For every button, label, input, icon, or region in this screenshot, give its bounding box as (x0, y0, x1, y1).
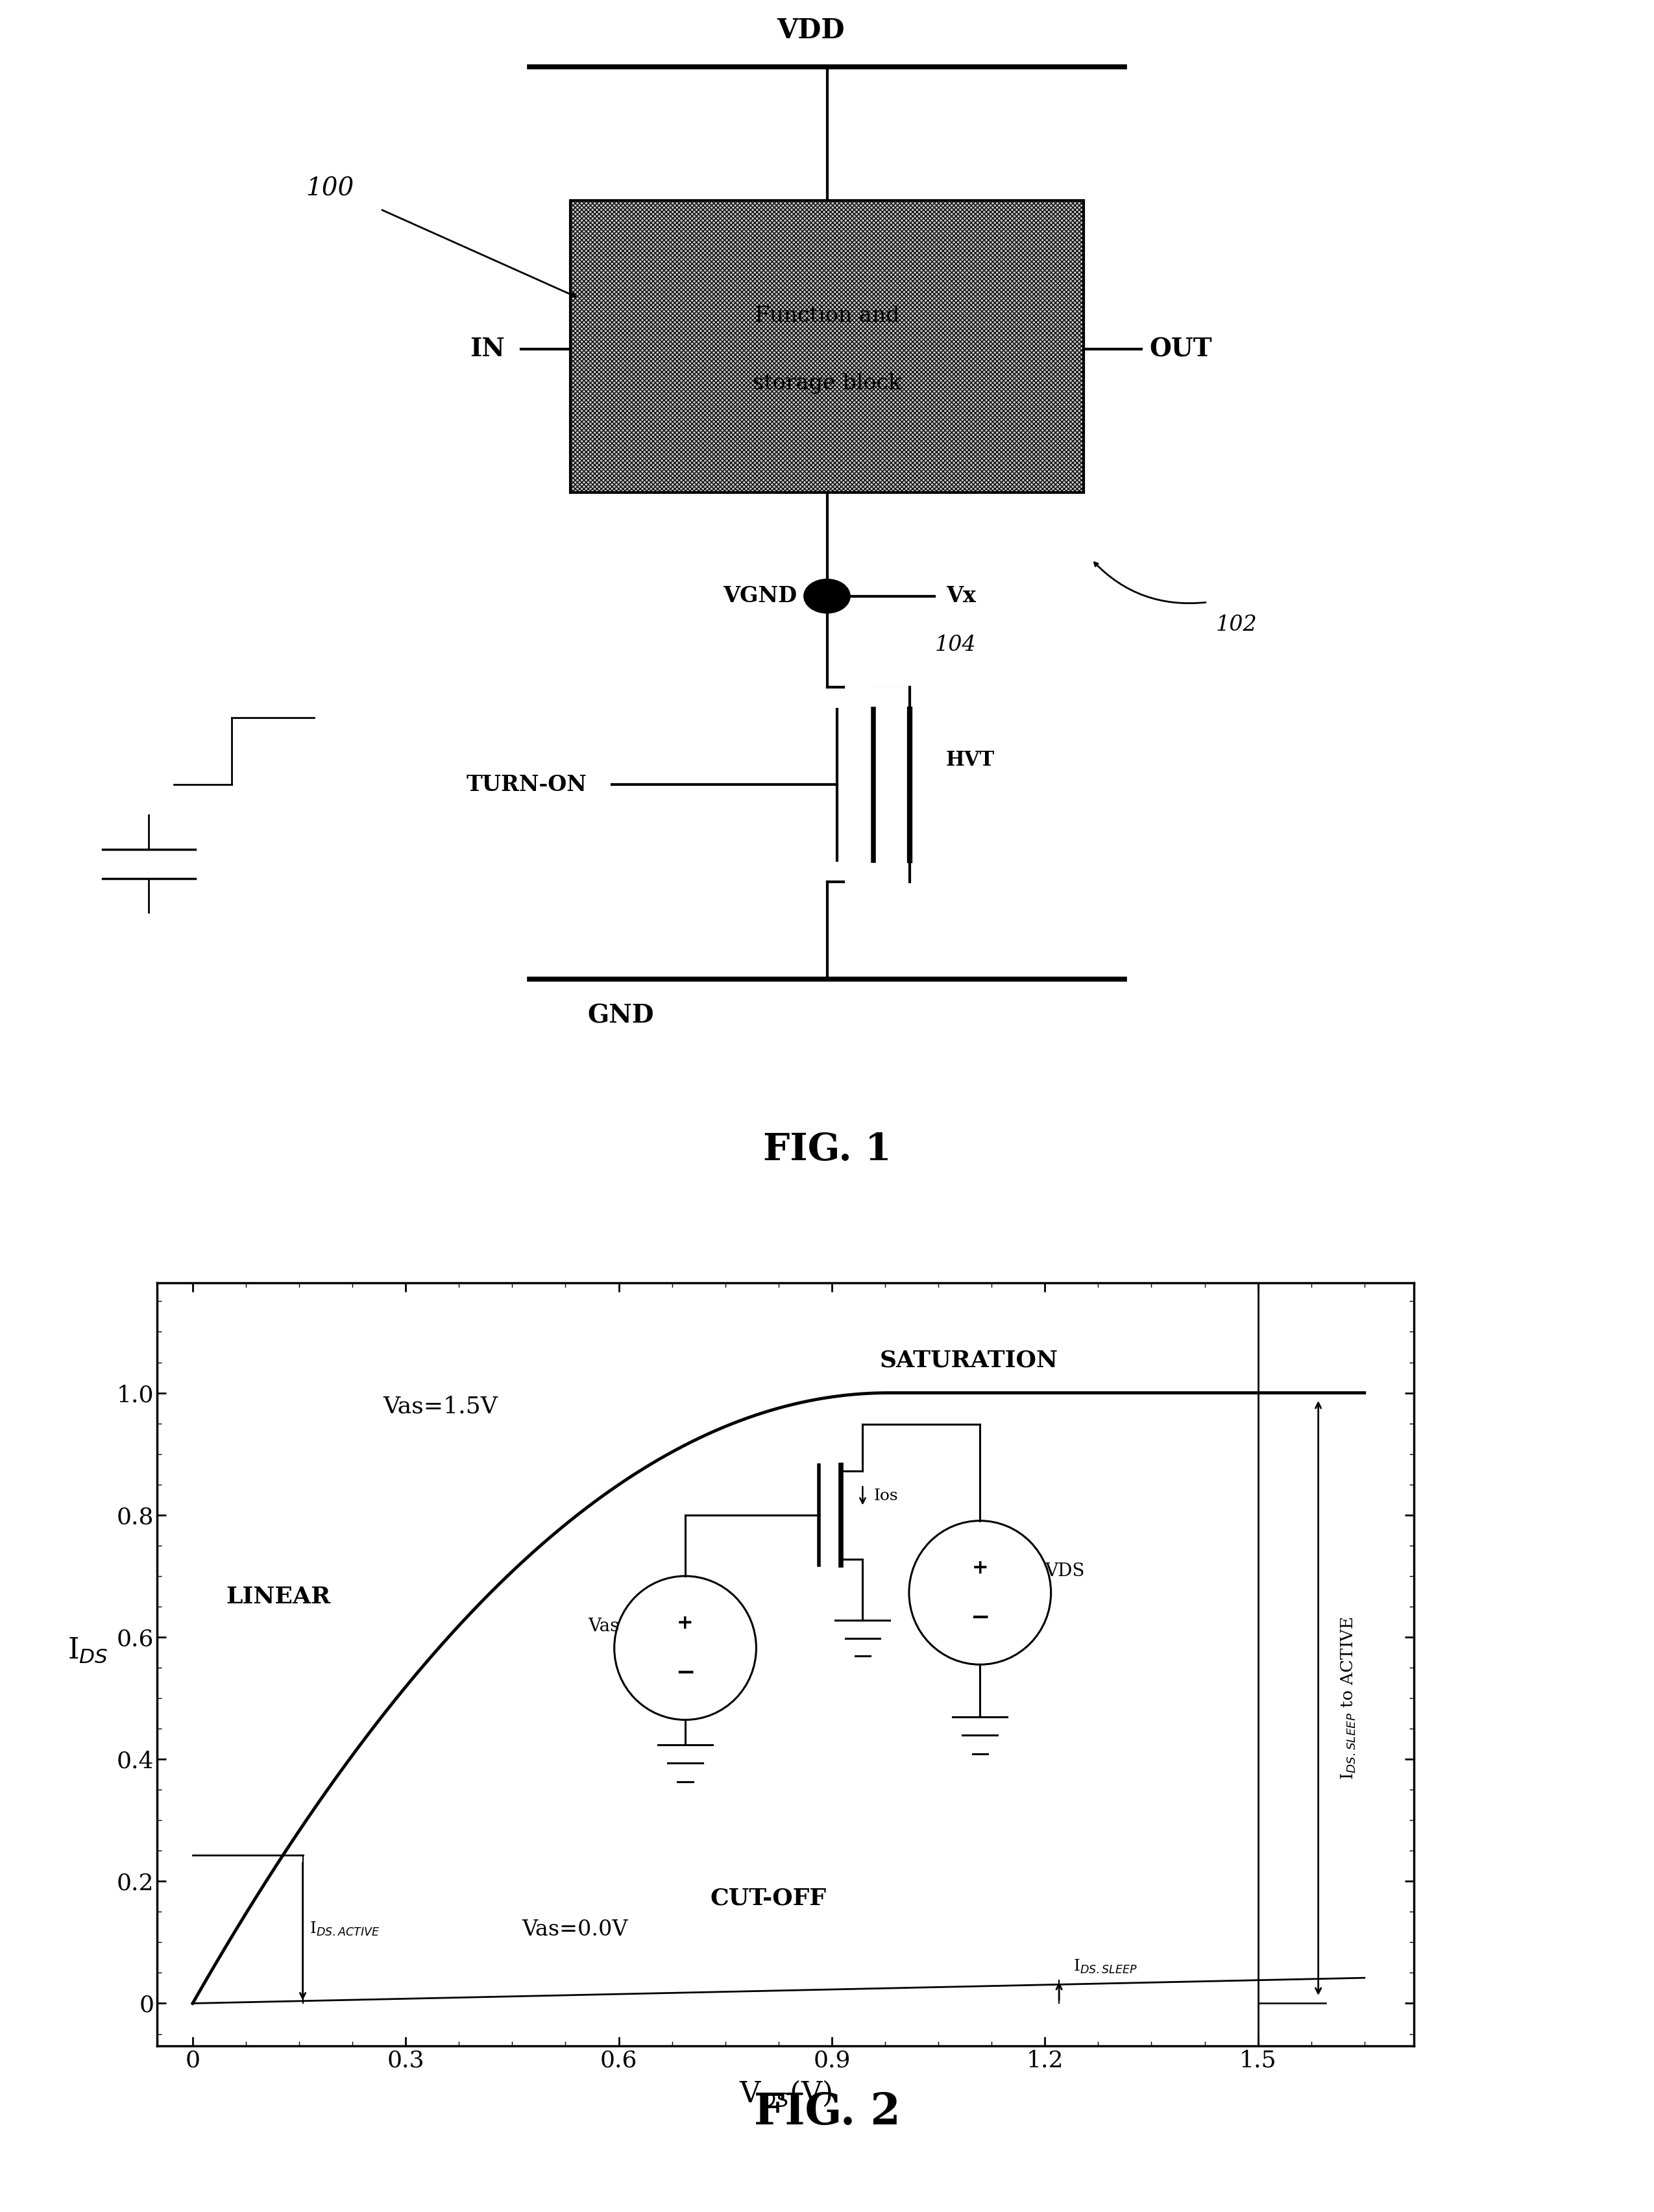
Text: I$_{DS.SLEEP}$: I$_{DS.SLEEP}$ (1073, 1958, 1138, 1975)
Text: FIG. 1: FIG. 1 (762, 1133, 892, 1168)
Text: IN: IN (470, 336, 504, 361)
Text: Vas=1.5V: Vas=1.5V (384, 1396, 498, 1418)
Bar (571, 201, 1083, 493)
Text: +: + (971, 1557, 989, 1577)
Text: VGND: VGND (723, 586, 797, 606)
Text: Function and: Function and (754, 305, 900, 327)
Text: VDD: VDD (777, 18, 844, 44)
Text: TURN-ON: TURN-ON (466, 774, 587, 796)
Text: HVT: HVT (946, 750, 996, 770)
Text: 102: 102 (1216, 615, 1257, 635)
Text: OUT: OUT (1150, 336, 1212, 361)
Text: Vx: Vx (946, 586, 976, 606)
Text: LINEAR: LINEAR (227, 1586, 331, 1608)
Circle shape (804, 580, 850, 613)
Text: I$_{DS.SLEEP}$ to ACTIVE: I$_{DS.SLEEP}$ to ACTIVE (1340, 1617, 1358, 1781)
Text: Vas=0.0V: Vas=0.0V (521, 1920, 629, 1940)
Text: 104: 104 (935, 635, 976, 655)
Text: 100: 100 (306, 177, 354, 201)
Text: GND: GND (587, 1004, 653, 1029)
Text: SATURATION: SATURATION (880, 1349, 1059, 1371)
Bar (571, 201, 1083, 493)
Text: CUT-OFF: CUT-OFF (710, 1887, 827, 1909)
Text: Ios: Ios (873, 1489, 898, 1504)
Text: −: − (675, 1661, 695, 1683)
Text: −: − (971, 1606, 989, 1628)
Text: VDS: VDS (1045, 1562, 1085, 1579)
Y-axis label: I$_{DS}$: I$_{DS}$ (68, 1637, 109, 1663)
Text: FIG. 2: FIG. 2 (754, 2090, 900, 2135)
Text: storage block: storage block (753, 374, 901, 394)
Text: +: + (676, 1613, 693, 1632)
X-axis label: V$_{DS}$(V): V$_{DS}$(V) (739, 2079, 832, 2108)
Text: Vas: Vas (587, 1617, 619, 1635)
Text: I$_{DS.ACTIVE}$: I$_{DS.ACTIVE}$ (309, 1920, 380, 1938)
